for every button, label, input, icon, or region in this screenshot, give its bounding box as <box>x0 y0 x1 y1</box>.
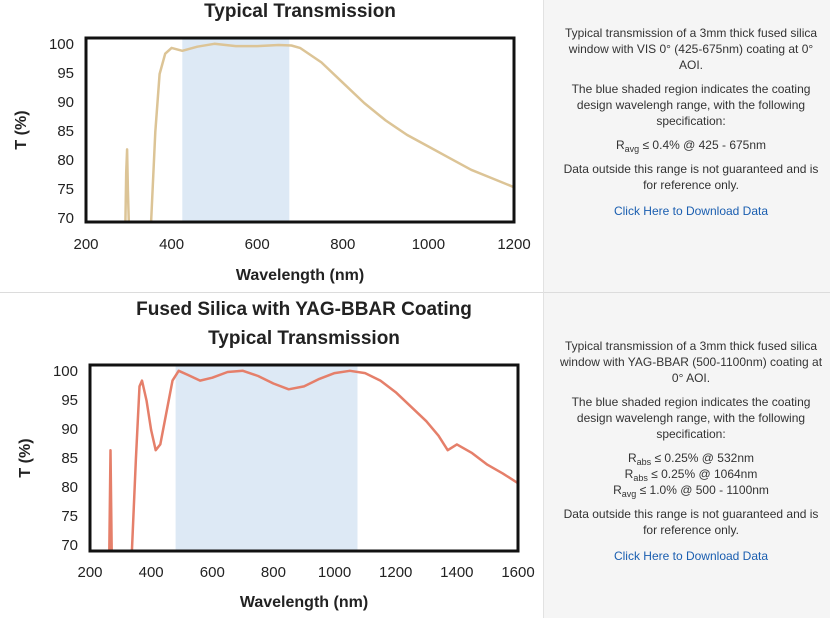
download-link[interactable]: Click Here to Download Data <box>613 204 769 218</box>
spec-line: Ravg ≤ 1.0% @ 500 - 1100nm <box>556 482 826 499</box>
x-axis-label: Wavelength (nm) <box>240 594 368 611</box>
x-tick-label: 400 <box>139 564 164 581</box>
x-tick-label: 1400 <box>440 564 473 581</box>
y-tick-label: 95 <box>61 392 78 409</box>
chart-subtitle: Typical Transmission <box>208 328 400 349</box>
y-tick-label: 100 <box>49 36 74 53</box>
spec-line: Ravg ≤ 0.4% @ 425 - 675nm <box>556 137 826 154</box>
x-tick-label: 600 <box>200 564 225 581</box>
spec-symbol: R <box>613 483 622 497</box>
y-axis-label: T (%) <box>13 110 30 149</box>
intro-text: Typical transmission of a 3mm thick fuse… <box>564 26 818 72</box>
y-tick-label: 80 <box>61 479 78 496</box>
spec-symbol: R <box>615 138 625 152</box>
chart-cell: Fused Silica with YAG-BBAR Coating Typica… <box>0 292 543 618</box>
chart-title: Typical Transmission <box>204 1 396 22</box>
plot-frame <box>88 363 520 553</box>
x-tick-label: 1000 <box>318 564 351 581</box>
x-tick-label: 1000 <box>412 236 445 253</box>
y-tick-label: 80 <box>57 152 74 169</box>
download-link[interactable]: Click Here to Download Data <box>613 549 769 563</box>
chart-title: Fused Silica with YAG-BBAR Coating <box>136 299 472 320</box>
y-axis-label: T (%) <box>17 438 34 477</box>
y-tick-label: 85 <box>57 123 74 140</box>
x-tick-label: 400 <box>159 236 184 253</box>
x-tick-label: 1200 <box>379 564 412 581</box>
x-tick-label: 1600 <box>501 564 534 581</box>
disclaimer: Data outside this range is not guarantee… <box>563 162 819 192</box>
spec-text: ≤ 1.0% @ 500 - 1100nm <box>639 483 769 497</box>
spec-symbol: R <box>627 451 637 465</box>
spec-text: ≤ 0.25% @ 532nm <box>654 451 755 465</box>
transmission-line <box>108 369 518 551</box>
x-tick-label: 600 <box>245 236 270 253</box>
spec-subscript: avg <box>621 489 637 499</box>
y-tick-label: 70 <box>61 537 78 554</box>
x-tick-label: 800 <box>330 236 355 253</box>
x-tick-label: 800 <box>261 564 286 581</box>
disclaimer: Data outside this range is not guarantee… <box>563 507 819 537</box>
plot-frame <box>84 36 516 224</box>
spec-line: Rabs ≤ 0.25% @ 532nm <box>556 450 826 467</box>
y-tick-label: 90 <box>57 94 74 111</box>
description-panel: Typical transmission of a 3mm thick fuse… <box>543 0 830 292</box>
description-panel: Typical transmission of a 3mm thick fuse… <box>543 292 830 618</box>
x-tick-label: 200 <box>77 564 102 581</box>
spec-subscript: abs <box>636 457 652 467</box>
spec-text: ≤ 0.4% @ 425 - 675nm <box>642 138 767 152</box>
chart: Typical Transmission 200 400 600 800 1000 1200… <box>13 1 530 284</box>
spec-text: ≤ 0.25% @ 1064nm <box>651 467 758 481</box>
shaded-range <box>175 365 358 551</box>
spec-line: Rabs ≤ 0.25% @ 1064nm <box>556 466 826 483</box>
spec-list: Rabs ≤ 0.25% @ 532nm Rabs ≤ 0.25% @ 1064n… <box>556 450 826 499</box>
spec-symbol: R <box>624 467 634 481</box>
y-tick-label: 75 <box>61 508 78 525</box>
chart: Fused Silica with YAG-BBAR Coating Typica… <box>17 299 534 611</box>
spec-subscript: avg <box>624 144 640 154</box>
x-tick-label: 200 <box>73 236 98 253</box>
transmission-line <box>124 42 514 222</box>
y-tick-label: 100 <box>53 363 78 380</box>
chart-cell: Typical Transmission 200 400 600 800 1000 1200… <box>0 0 543 292</box>
x-tick-label: 1200 <box>497 236 530 253</box>
y-tick-label: 75 <box>57 181 74 198</box>
y-tick-label: 85 <box>61 450 78 467</box>
y-tick-label: 90 <box>61 421 78 438</box>
y-tick-label: 70 <box>57 210 74 227</box>
y-tick-label: 95 <box>57 65 74 82</box>
shade-note: The blue shaded region indicates the coa… <box>571 82 811 128</box>
shade-note: The blue shaded region indicates the coa… <box>571 395 811 441</box>
spec-list: Ravg ≤ 0.4% @ 425 - 675nm <box>556 137 826 154</box>
shaded-range <box>182 38 290 222</box>
intro-text: Typical transmission of a 3mm thick fuse… <box>559 339 823 385</box>
spec-subscript: abs <box>633 473 648 483</box>
x-axis-label: Wavelength (nm) <box>236 267 364 284</box>
